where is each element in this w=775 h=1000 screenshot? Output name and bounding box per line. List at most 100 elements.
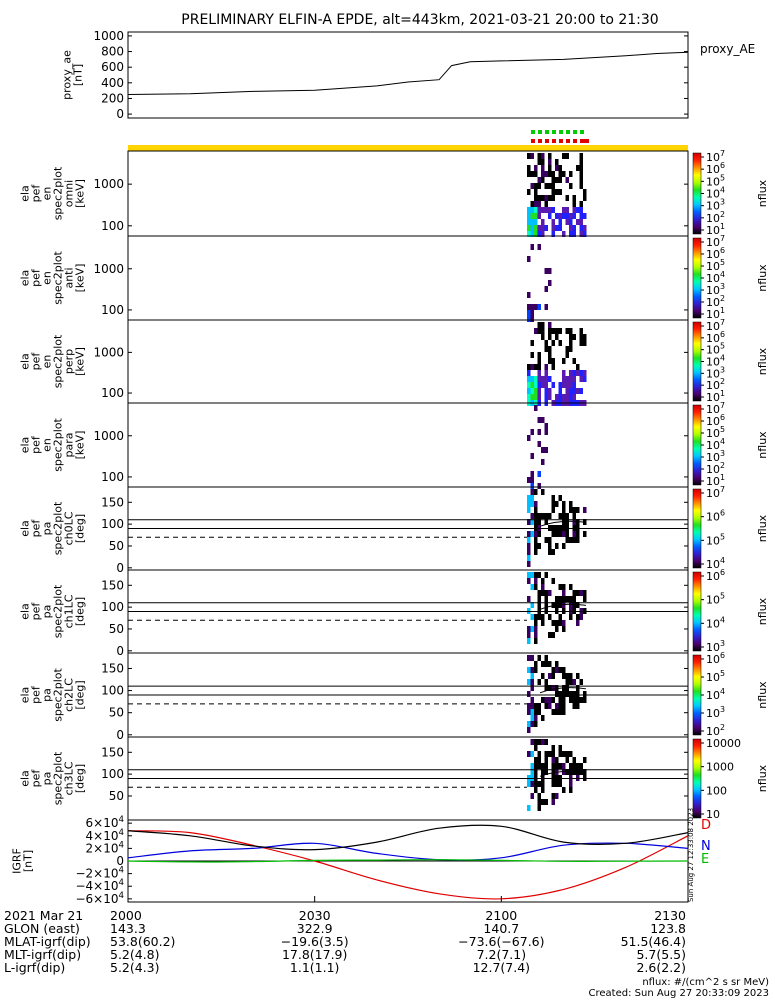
ylabel-line: pa	[41, 772, 54, 786]
zone-mark-green	[531, 130, 535, 134]
cell	[551, 793, 555, 799]
cell	[530, 429, 534, 435]
cell	[551, 781, 555, 787]
cell	[548, 328, 552, 334]
ytick-label: 50	[109, 706, 124, 720]
cell	[534, 763, 538, 769]
ytick-label: 100	[101, 470, 124, 484]
cbar-tick-label: 105	[706, 669, 725, 684]
cell	[541, 787, 545, 793]
cell	[527, 153, 531, 159]
cell	[558, 745, 562, 751]
cell	[544, 697, 548, 703]
cbar-tick-label: 104	[706, 437, 725, 452]
cell	[548, 703, 552, 709]
cell	[565, 207, 569, 213]
cell	[527, 805, 531, 811]
cell	[562, 370, 566, 376]
cell	[530, 171, 534, 177]
cell	[527, 382, 531, 388]
cell	[562, 513, 566, 519]
cell	[537, 364, 541, 370]
cell	[579, 213, 583, 219]
footer-value: 5.7(5.5)	[636, 947, 686, 962]
cell	[548, 358, 552, 364]
ylabel-line: ela	[19, 270, 32, 287]
cell	[541, 715, 545, 721]
spectrogram-cells	[527, 739, 587, 811]
ylabel-line: omni	[63, 180, 76, 207]
cell	[576, 207, 580, 213]
cell	[572, 388, 576, 394]
cell	[541, 584, 545, 590]
cell	[576, 590, 580, 596]
cell	[562, 501, 566, 507]
cell	[544, 757, 548, 763]
cell	[583, 376, 587, 382]
cell	[548, 207, 552, 213]
cell	[565, 537, 569, 543]
cell	[555, 661, 559, 667]
cell	[534, 709, 538, 715]
cell	[569, 584, 573, 590]
cell	[558, 382, 562, 388]
cell	[562, 602, 566, 608]
cell	[565, 213, 569, 219]
cell	[534, 543, 538, 549]
cell	[530, 453, 534, 459]
colorbar	[692, 404, 702, 486]
ylabel-line: pef	[30, 685, 43, 704]
cell	[548, 153, 552, 159]
cbar-tick-label: 105	[706, 592, 725, 607]
ylabel-line: pa	[41, 605, 54, 619]
colorbar	[692, 738, 702, 819]
cell	[544, 183, 548, 189]
cell	[569, 394, 573, 400]
cell	[583, 507, 587, 513]
cell	[530, 364, 534, 370]
cell	[527, 370, 531, 376]
cell	[551, 183, 555, 189]
cbar-tick-label: 10	[706, 808, 720, 821]
cell	[534, 638, 538, 644]
cell	[558, 697, 562, 703]
cbar-tick-label: 107	[706, 485, 725, 500]
cell	[555, 667, 559, 673]
ytick-label: 1000	[93, 345, 124, 359]
footer-value: 5.2(4.3)	[110, 960, 160, 975]
cell	[530, 219, 534, 225]
cell	[562, 376, 566, 382]
cell	[548, 322, 552, 328]
cell	[569, 171, 573, 177]
cell	[534, 745, 538, 751]
cell	[558, 340, 562, 346]
cell	[548, 394, 552, 400]
ylabel-line: ch3LC	[63, 761, 76, 795]
cell	[548, 388, 552, 394]
ylabel-line: pef	[30, 352, 43, 371]
legend-D: D	[701, 818, 711, 833]
cell	[530, 207, 534, 213]
cell	[572, 602, 576, 608]
cell	[541, 697, 545, 703]
cell	[530, 703, 534, 709]
cell	[530, 793, 534, 799]
cell	[544, 201, 548, 207]
ylabel-line: [deg]	[74, 680, 87, 709]
footer-value: 2000	[110, 908, 142, 923]
cell	[562, 697, 566, 703]
cell	[572, 507, 576, 513]
figure-title: PRELIMINARY ELFIN-A EPDE, alt=443km, 202…	[181, 12, 658, 28]
cell	[544, 447, 548, 453]
cell	[534, 376, 538, 382]
cell	[530, 501, 534, 507]
cell	[558, 495, 562, 501]
cell	[548, 614, 552, 620]
cell	[576, 673, 580, 679]
cell	[530, 225, 534, 231]
cell	[551, 531, 555, 537]
cell	[551, 495, 555, 501]
